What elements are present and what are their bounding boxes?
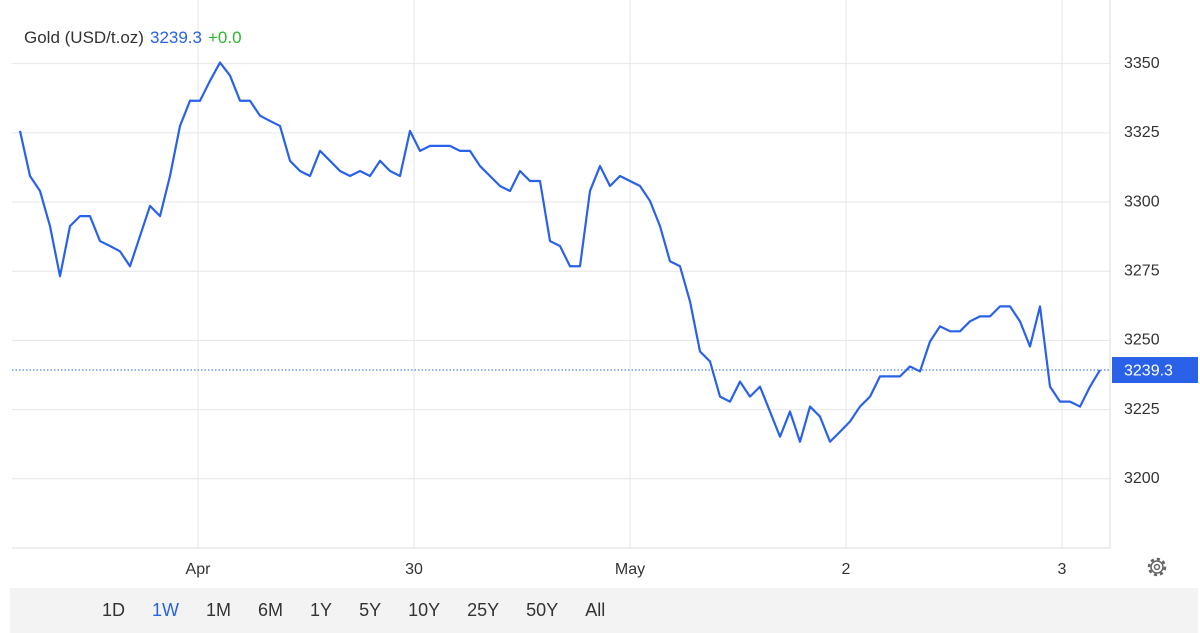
chart: 3200 3225 3250 3275 3300 3325 3350 Apr 30 May 2 3 32… [12,0,1198,578]
range-button[interactable]: 1W [152,600,180,620]
y-tick-label: 3275 [1124,262,1160,279]
range-button[interactable]: 1Y [310,600,333,620]
x-tick-label: 2 [842,561,851,578]
y-tick-label: 3225 [1124,401,1160,418]
x-tick-label: May [615,561,645,578]
line [18,61,1101,443]
price-tag-label: 3239.3 [1124,362,1173,379]
range-button[interactable]: 10Y [408,600,441,620]
x-tick-label: 3 [1058,561,1067,578]
range-button[interactable]: 5Y [359,600,382,620]
gear-body [1150,560,1164,574]
y-tick-label: 3250 [1124,332,1160,349]
range-button[interactable]: 6M [258,600,284,620]
gear-teeth [1147,557,1167,577]
y-tick-label: 3300 [1124,193,1160,210]
x-tick-label: Apr [186,561,212,578]
range-button[interactable]: 1M [206,600,232,620]
range-button[interactable]: All [585,600,606,620]
range-button[interactable]: 25Y [467,600,500,620]
y-tick-label: 3200 [1124,470,1160,487]
change: +0.0 [207,28,242,47]
series-name: Gold (USD/t.oz) [24,28,144,47]
price: 3239.3 [149,28,202,47]
x-tick-label: 30 [405,561,423,578]
gear-hole [1153,563,1161,571]
range-button[interactable]: 1D [102,600,126,620]
range-bar: 1D 1W 1M 6M 1Y 5Y 10Y 25Y 50Y All [10,588,1198,633]
header: Gold (USD/t.oz) 3239.3 +0.0 [24,28,248,48]
y-tick-label: 3350 [1124,55,1160,72]
price-tag [1112,357,1198,384]
range-button[interactable]: 50Y [526,600,559,620]
settings[interactable] [1142,552,1172,582]
y-tick-label: 3325 [1124,124,1160,141]
